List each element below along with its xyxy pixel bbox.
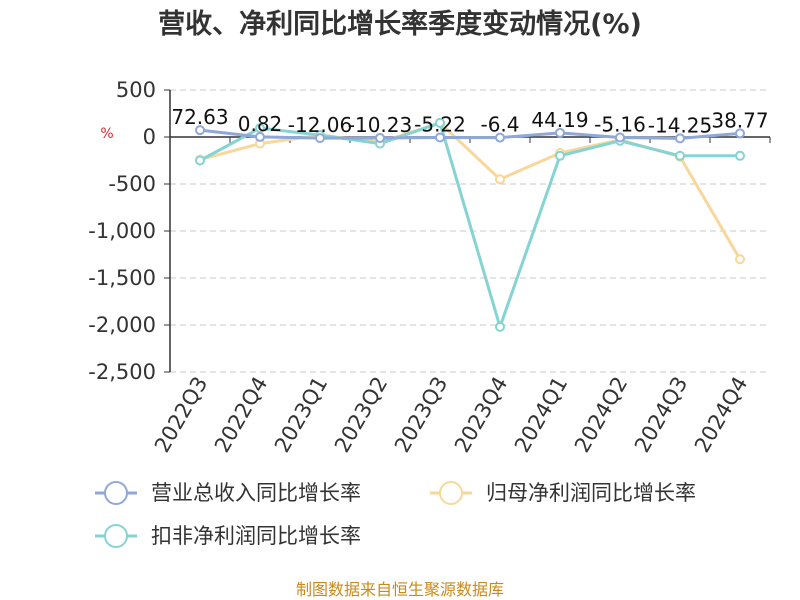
x-tick-label: 2022Q3	[150, 373, 212, 457]
x-tick-label: 2024Q3	[630, 373, 692, 457]
data-labels: 72.63 0.82 -12.06-10.23 -5.22 -6.4 44.19 -5.16…	[171, 105, 768, 137]
data-point	[675, 133, 685, 144]
y-tick-label: -1,500	[88, 266, 156, 290]
legend-item: 营业总收入同比增长率	[95, 481, 361, 505]
x-tick-label: 2023Q2	[330, 373, 392, 457]
data-point	[195, 155, 205, 166]
series-line	[199, 121, 740, 329]
data-label: -5.16	[594, 112, 646, 136]
data-point	[255, 131, 265, 142]
chart-title: 营收、净利同比增长率季度变动情况(%)	[158, 8, 642, 40]
data-label: 44.19	[531, 108, 588, 132]
series-line	[199, 128, 741, 140]
y-tick-label: -1,000	[88, 219, 156, 243]
data-point	[495, 174, 505, 185]
x-tick-label: 2024Q1	[510, 373, 572, 457]
x-tick-label: 2024Q2	[570, 373, 632, 457]
series-line	[199, 121, 742, 260]
x-tick-label: 2022Q4	[210, 373, 272, 457]
legend-item: 归母净利润同比增长率	[430, 481, 696, 505]
data-point	[735, 254, 745, 265]
x-tick-label: 2023Q1	[270, 373, 332, 457]
x-tick-labels: 2022Q32022Q42023Q12023Q22023Q32023Q42024…	[150, 373, 752, 457]
data-point	[375, 132, 385, 143]
y-tick-labels: 500 0 -500 -1,000 -1,500 -2,000 -2,500	[88, 78, 156, 384]
data-label: 0.82	[238, 112, 283, 136]
y-tick-label: -2,500	[88, 360, 156, 384]
data-point	[495, 132, 505, 143]
data-point	[495, 321, 505, 332]
x-tick-label: 2023Q4	[450, 373, 512, 457]
legend-marker	[104, 524, 128, 548]
data-point	[435, 132, 445, 143]
data-point	[435, 117, 445, 128]
x-tick-label: 2024Q4	[690, 373, 752, 457]
data-label: 72.63	[171, 105, 228, 129]
data-label: -12.06	[288, 113, 352, 137]
data-point	[735, 150, 745, 161]
data-label: -10.23	[348, 113, 412, 137]
data-point	[555, 127, 565, 138]
legend-item: 扣非净利润同比增长率	[95, 524, 361, 548]
y-tick-label: -500	[108, 172, 156, 196]
data-label: 38.77	[711, 108, 768, 132]
legend-label: 归母净利润同比增长率	[486, 481, 696, 505]
data-label: -6.4	[480, 113, 519, 137]
data-point	[315, 133, 325, 144]
series-layer	[195, 117, 745, 332]
x-tick-label: 2023Q3	[390, 373, 452, 457]
data-point	[675, 150, 685, 161]
data-point	[195, 125, 205, 136]
legend-label: 营业总收入同比增长率	[151, 481, 361, 505]
data-label: -5.22	[414, 112, 466, 136]
y-tick-label: 0	[143, 125, 156, 149]
y-tick-label: 500	[116, 78, 156, 102]
y-axis-unit: %	[100, 126, 113, 142]
data-point	[615, 132, 625, 143]
legend-label: 扣非净利润同比增长率	[151, 524, 361, 548]
legend-marker	[439, 481, 463, 505]
grid-lines	[164, 89, 770, 373]
data-point	[735, 128, 745, 139]
y-tick-label: -2,000	[88, 313, 156, 337]
data-point	[555, 150, 565, 161]
source-footer: 制图数据来自恒生聚源数据库	[296, 580, 504, 599]
legend-marker	[104, 481, 128, 505]
data-label: -14.25	[648, 113, 712, 137]
